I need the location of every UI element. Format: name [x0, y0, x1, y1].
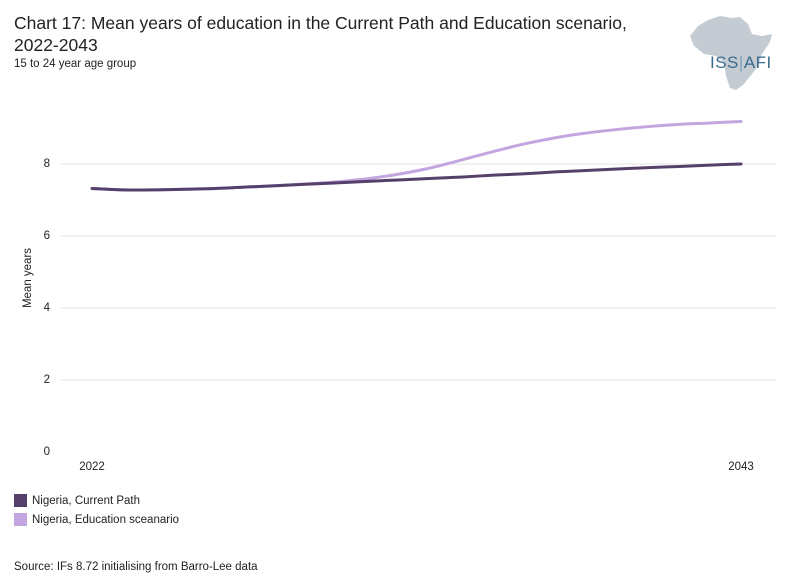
legend-swatch-education-scenario [14, 513, 27, 526]
y-tick-label-0: 0 [43, 446, 50, 458]
y-tick-label-2: 2 [43, 374, 50, 386]
legend-label-current-path: Nigeria, Current Path [32, 494, 141, 507]
x-tick-label-end: 2043 [728, 461, 754, 473]
y-axis-label: Mean years [22, 247, 34, 309]
legend-item-current-path: Nigeria, Current Path [14, 491, 179, 510]
series-line-current-path [90, 162, 743, 192]
logo-iss-text: ISS [710, 53, 739, 72]
chart-legend: Nigeria, Current Path Nigeria, Education… [14, 491, 179, 529]
y-tick-label-6: 6 [43, 230, 50, 242]
chart-subtitle: 15 to 24 year age group [14, 58, 137, 70]
y-tick-label-4: 4 [43, 302, 50, 314]
legend-label-education-scenario: Nigeria, Education sceanario [32, 513, 180, 526]
africa-map-logo [690, 16, 772, 90]
logo-separator: | [738, 53, 744, 72]
africa-map-shape [690, 16, 772, 90]
chart-title: Chart 17: Mean years of education in the… [14, 13, 627, 55]
legend-swatch-current-path [14, 494, 27, 507]
source-note: Source: IFs 8.72 initialising from Barro… [14, 561, 258, 573]
logo-afi-text: AFI [743, 53, 772, 72]
logo-wordmark: ISS|AFI [710, 53, 772, 73]
legend-item-education-scenario: Nigeria, Education sceanario [14, 510, 179, 529]
y-tick-label-8: 8 [43, 158, 50, 170]
x-tick-label-start: 2022 [79, 461, 105, 473]
